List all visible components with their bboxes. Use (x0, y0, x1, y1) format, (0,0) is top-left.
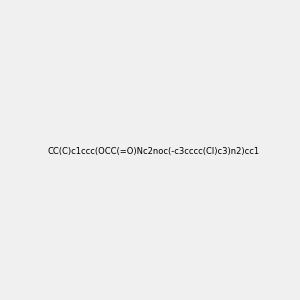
Text: CC(C)c1ccc(OCC(=O)Nc2noc(-c3cccc(Cl)c3)n2)cc1: CC(C)c1ccc(OCC(=O)Nc2noc(-c3cccc(Cl)c3)n… (48, 147, 260, 156)
